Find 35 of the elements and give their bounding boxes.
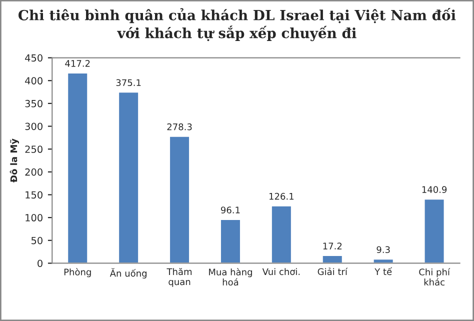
y-tick-label: 250 [25,146,42,153]
bar [270,204,292,264]
x-tick-label: Y tế [374,267,392,276]
bar [322,254,344,264]
x-tick-label: Thăm quan [166,268,192,287]
data-label: 375.1 [116,79,141,86]
bar [220,218,242,264]
y-tick-label: 50 [31,236,42,244]
x-tick-label: Vui chơi. [262,268,300,276]
chart-title: Chi tiêu bình quân của khách DL Israel tại Việt Nam đối với khách tự sắp xếp chuyến đi [18,8,456,42]
x-tick-label: Giải trí [318,268,348,276]
y-tick-label: 450 [25,54,42,62]
y-tick-label: 100 [26,214,42,222]
bar [66,72,89,264]
bar [118,91,140,264]
y-tick-label: 200 [25,168,42,176]
bar [168,135,190,264]
x-tick-label: Mua hàng hoá [209,268,252,286]
x-tick-label: Phòng [64,268,91,278]
data-label: 417.2 [65,60,90,67]
data-label: 126.1 [270,192,294,200]
y-tick-label: 300 [25,122,42,130]
y-axis-title: Đô la Mỹ [10,138,19,182]
y-tick-label: 350 [25,100,42,108]
data-label: 140.9 [422,186,447,193]
data-label: 9.3 [376,246,390,254]
y-tick-label: 0 [38,260,42,268]
data-label: 278.3 [167,123,192,130]
data-label: 96.1 [221,206,240,214]
data-label: 17.2 [323,242,342,250]
y-tick-label: 150 [26,191,42,199]
x-tick-label: Chi phí khác [419,268,450,286]
bar [423,198,446,264]
y-tick-label: 400 [25,77,42,84]
x-tick-label: Ăn uống [110,268,146,278]
